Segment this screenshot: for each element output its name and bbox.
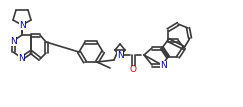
Text: N: N bbox=[10, 36, 16, 45]
Text: N: N bbox=[117, 51, 123, 59]
Text: N: N bbox=[18, 54, 24, 62]
Text: N: N bbox=[19, 21, 25, 30]
Text: O: O bbox=[130, 65, 137, 74]
Text: N: N bbox=[160, 60, 166, 70]
